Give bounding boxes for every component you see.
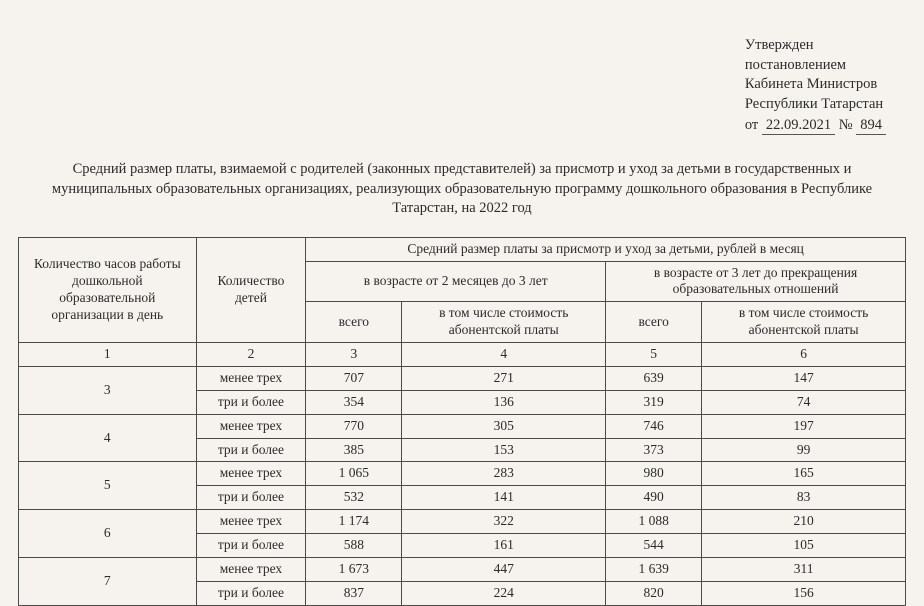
cell-d: 165 [702, 462, 906, 486]
cell-kids: три и более [196, 581, 306, 605]
table-body: 3 менее трех 707 271 639 147 три и более… [19, 366, 906, 605]
cell-b: 141 [402, 486, 606, 510]
header-age-group-1: в возрасте от 2 месяцев до 3 лет [306, 261, 606, 302]
cell-b: 322 [402, 510, 606, 534]
cell-kids: три и более [196, 438, 306, 462]
document-page: Утвержден постановлением Кабинета Минист… [0, 0, 924, 593]
cell-kids: три и более [196, 486, 306, 510]
col-num-2: 2 [196, 343, 306, 367]
cell-c: 820 [606, 581, 702, 605]
cell-c: 639 [606, 366, 702, 390]
cell-a: 1 673 [306, 557, 402, 581]
cell-kids: три и более [196, 534, 306, 558]
header-children: Количество детей [196, 237, 306, 342]
approval-prefix: от [745, 117, 758, 133]
cell-kids: менее трех [196, 414, 306, 438]
cell-b: 305 [402, 414, 606, 438]
cell-d: 210 [702, 510, 906, 534]
col-num-3: 3 [306, 343, 402, 367]
cell-hours: 5 [19, 462, 197, 510]
cell-hours: 6 [19, 510, 197, 558]
cell-c: 1 088 [606, 510, 702, 534]
col-num-4: 4 [402, 343, 606, 367]
cell-d: 147 [702, 366, 906, 390]
approval-block: Утвержден постановлением Кабинета Минист… [745, 36, 886, 136]
cell-d: 105 [702, 534, 906, 558]
table-row: 4 менее трех 770 305 746 197 [19, 414, 906, 438]
col-num-6: 6 [702, 343, 906, 367]
table-row: 6 менее трех 1 174 322 1 088 210 [19, 510, 906, 534]
cell-d: 74 [702, 390, 906, 414]
cell-b: 136 [402, 390, 606, 414]
cell-c: 373 [606, 438, 702, 462]
header-age-group-2: в возрасте от 3 лет до прекращения образ… [606, 261, 906, 302]
cell-a: 770 [306, 414, 402, 438]
approval-line-4: Республики Татарстан [745, 95, 886, 115]
cell-c: 490 [606, 486, 702, 510]
cell-c: 544 [606, 534, 702, 558]
fee-table: Количество часов работы дошкольной образ… [18, 237, 906, 606]
cell-hours: 3 [19, 366, 197, 414]
cell-b: 153 [402, 438, 606, 462]
cell-b: 447 [402, 557, 606, 581]
table-row: 3 менее трех 707 271 639 147 [19, 366, 906, 390]
cell-b: 283 [402, 462, 606, 486]
cell-d: 197 [702, 414, 906, 438]
table-row: 7 менее трех 1 673 447 1 639 311 [19, 557, 906, 581]
cell-c: 1 639 [606, 557, 702, 581]
header-subfee-2: в том числе стоимость абонентской платы [702, 302, 906, 343]
cell-hours: 7 [19, 557, 197, 605]
header-hours: Количество часов работы дошкольной образ… [19, 237, 197, 342]
cell-kids: менее трех [196, 366, 306, 390]
header-fee-main: Средний размер платы за присмотр и уход … [306, 237, 906, 261]
cell-a: 707 [306, 366, 402, 390]
cell-d: 311 [702, 557, 906, 581]
cell-kids: менее трех [196, 557, 306, 581]
cell-a: 837 [306, 581, 402, 605]
cell-d: 83 [702, 486, 906, 510]
cell-a: 588 [306, 534, 402, 558]
cell-b: 161 [402, 534, 606, 558]
col-num-1: 1 [19, 343, 197, 367]
approval-date-line: от 22.09.2021 № 894 [745, 116, 886, 136]
table-header: Количество часов работы дошкольной образ… [19, 237, 906, 366]
cell-a: 1 174 [306, 510, 402, 534]
cell-c: 980 [606, 462, 702, 486]
header-total-1: всего [306, 302, 402, 343]
document-title: Средний размер платы, взимаемой с родите… [18, 160, 906, 219]
approval-date: 22.09.2021 [762, 117, 835, 135]
approval-line-3: Кабинета Министров [745, 75, 886, 95]
table-row: 5 менее трех 1 065 283 980 165 [19, 462, 906, 486]
cell-c: 319 [606, 390, 702, 414]
cell-kids: три и более [196, 390, 306, 414]
approval-number: 894 [856, 117, 886, 135]
cell-kids: менее трех [196, 462, 306, 486]
approval-line-2: постановлением [745, 56, 886, 76]
cell-c: 746 [606, 414, 702, 438]
approval-line-1: Утвержден [745, 36, 886, 56]
cell-d: 99 [702, 438, 906, 462]
cell-b: 271 [402, 366, 606, 390]
approval-num-sign: № [839, 117, 853, 133]
cell-b: 224 [402, 581, 606, 605]
cell-a: 532 [306, 486, 402, 510]
col-num-5: 5 [606, 343, 702, 367]
cell-a: 1 065 [306, 462, 402, 486]
cell-kids: менее трех [196, 510, 306, 534]
cell-hours: 4 [19, 414, 197, 462]
cell-a: 385 [306, 438, 402, 462]
cell-a: 354 [306, 390, 402, 414]
header-subfee-1: в том числе стоимость абонентской платы [402, 302, 606, 343]
cell-d: 156 [702, 581, 906, 605]
header-total-2: всего [606, 302, 702, 343]
